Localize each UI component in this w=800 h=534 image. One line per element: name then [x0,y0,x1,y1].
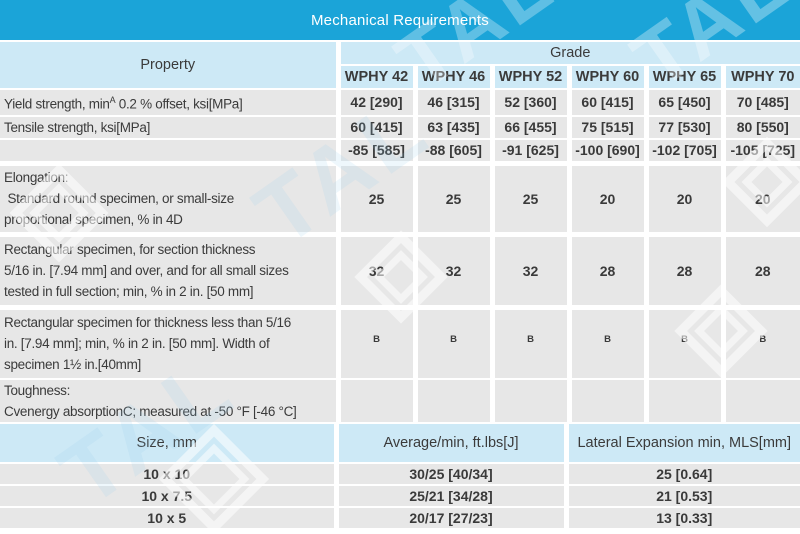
tensile-strength-upper-row: -85 [585] -88 [605] -91 [625] -100 [690]… [0,137,800,164]
tensile-value-cell: 66 [455] [489,114,572,140]
size-cell: 10 x 7.5 [0,483,339,508]
lateral-expansion-cell: 21 [0.53] [563,483,800,508]
toughness-value-cell [566,377,649,423]
table-title-bar: Mechanical Requirements [0,0,800,42]
rect-thick-value-cell: 32 [412,231,495,308]
rectangular-thin-label: Rectangular specimen for thickness less … [0,304,341,380]
yield-strength-row: Yield strength, minA 0.2 % offset, ksi[M… [0,88,800,117]
tensile-upper-value-cell: -102 [705] [643,137,726,164]
rect-thick-value-cell: 28 [643,231,726,308]
rect-thin-footnote-cell: B [335,304,418,380]
grade-column-header-wphy70: WPHY 70 [720,64,800,90]
yield-value-cell: 65 [450] [643,88,726,117]
average-min-cell: 30/25 [40/34] [333,461,569,486]
rect-thin-footnote-cell: B [412,304,495,380]
rect-thick-value-cell: 32 [489,231,572,308]
elongation-row: Elongation: Standard round specimen, or … [0,160,800,235]
elongation-label: Elongation: Standard round specimen, or … [0,160,341,235]
size-cell: 10 x 10 [0,461,339,486]
toughness-row: Toughness: Cvenergy absorptionC; measure… [0,377,800,423]
tensile-upper-label [0,137,341,164]
tensile-upper-value-cell: -105 [725] [720,137,800,164]
rect-thick-value-cell: 28 [566,231,649,308]
rectangular-thick-label: Rectangular specimen, for section thickn… [0,231,341,308]
yield-footnote-marker: A [109,95,116,105]
average-min-column-header: Average/min, ft.lbs[J] [333,422,569,464]
toughness-value-cell [720,377,800,423]
toughness-value-cell [412,377,495,423]
tensile-upper-value-cell: -85 [585] [335,137,418,164]
size-cell: 10 x 5 [0,505,339,529]
tensile-upper-value-cell: -88 [605] [412,137,495,164]
yield-value-cell: 70 [485] [720,88,800,117]
toughness-value-cell [643,377,726,423]
grade-column-header-wphy60: WPHY 60 [566,64,649,90]
tensile-value-cell: 77 [530] [643,114,726,140]
yield-value-cell: 46 [315] [412,88,495,117]
average-min-cell: 20/17 [27/23] [333,505,569,529]
tensile-value-cell: 75 [515] [566,114,649,140]
grade-column-header-wphy42: WPHY 42 [335,64,418,90]
table-title: Mechanical Requirements [310,11,489,29]
tensile-upper-value-cell: -91 [625] [489,137,572,164]
grade-column-header-wphy46: WPHY 46 [412,64,495,90]
rect-thick-value-cell: 32 [335,231,418,308]
toughness-label: Toughness: Cvenergy absorptionC; measure… [0,377,341,423]
tensile-strength-label: Tensile strength, ksi[MPa] [0,114,341,140]
mechanical-requirements-grade-table: Property Grade WPHY 42 WPHY 46 WPHY 52 W… [0,41,800,423]
grade-column-header-wphy65: WPHY 65 [643,64,726,90]
rectangular-specimen-thick-row: Rectangular specimen, for section thickn… [0,231,800,308]
rect-thin-footnote-cell: B [566,304,649,380]
yield-value-cell: 42 [290] [335,88,418,117]
yield-value-cell: 52 [360] [489,88,572,117]
yield-label-main: Yield strength, min [4,96,110,112]
tensile-value-cell: 63 [435] [412,114,495,140]
rectangular-specimen-thin-row: Rectangular specimen for thickness less … [0,304,800,380]
yield-value-cell: 60 [415] [566,88,649,117]
lateral-expansion-column-header: Lateral Expansion min, MLS[mm] [563,422,800,464]
lateral-expansion-cell: 25 [0.64] [563,461,800,486]
elongation-value-cell: 20 [643,160,726,235]
impact-header-row: Size, mm Average/min, ft.lbs[J] Lateral … [0,422,800,464]
grade-group-header: Grade [335,41,800,66]
grade-header-row: Property Grade [0,41,800,90]
size-column-header: Size, mm [0,422,339,464]
rect-thin-footnote-cell: B [643,304,726,380]
impact-row-10x7-5: 10 x 7.5 25/21 [34/28] 21 [0.53] [0,483,800,508]
lateral-expansion-cell: 13 [0.33] [563,505,800,529]
impact-row-10x10: 10 x 10 30/25 [40/34] 25 [0.64] [0,461,800,486]
tensile-value-cell: 80 [550] [720,114,800,140]
yield-strength-label: Yield strength, minA 0.2 % offset, ksi[M… [0,88,341,117]
property-column-header: Property [0,41,341,90]
average-min-cell: 25/21 [34/28] [333,483,569,508]
toughness-value-cell [335,377,418,423]
rect-thin-footnote-cell: B [489,304,572,380]
tensile-upper-value-cell: -100 [690] [566,137,649,164]
elongation-value-cell: 25 [489,160,572,235]
elongation-value-cell: 25 [335,160,418,235]
yield-label-rest: 0.2 % offset, ksi[MPa] [115,96,243,112]
rect-thin-footnote-cell: B [720,304,800,380]
grade-column-header-wphy52: WPHY 52 [489,64,572,90]
impact-row-10x5: 10 x 5 20/17 [27/23] 13 [0.33] [0,505,800,529]
rect-thick-value-cell: 28 [720,231,800,308]
toughness-value-cell [489,377,572,423]
grade-subheader-row: WPHY 42 WPHY 46 WPHY 52 WPHY 60 WPHY 65 … [0,64,800,90]
elongation-value-cell: 20 [720,160,800,235]
impact-test-table: Size, mm Average/min, ft.lbs[J] Lateral … [0,422,800,529]
tensile-value-cell: 60 [415] [335,114,418,140]
elongation-value-cell: 20 [566,160,649,235]
tensile-strength-row: Tensile strength, ksi[MPa] 60 [415] 63 [… [0,114,800,140]
elongation-value-cell: 25 [412,160,495,235]
